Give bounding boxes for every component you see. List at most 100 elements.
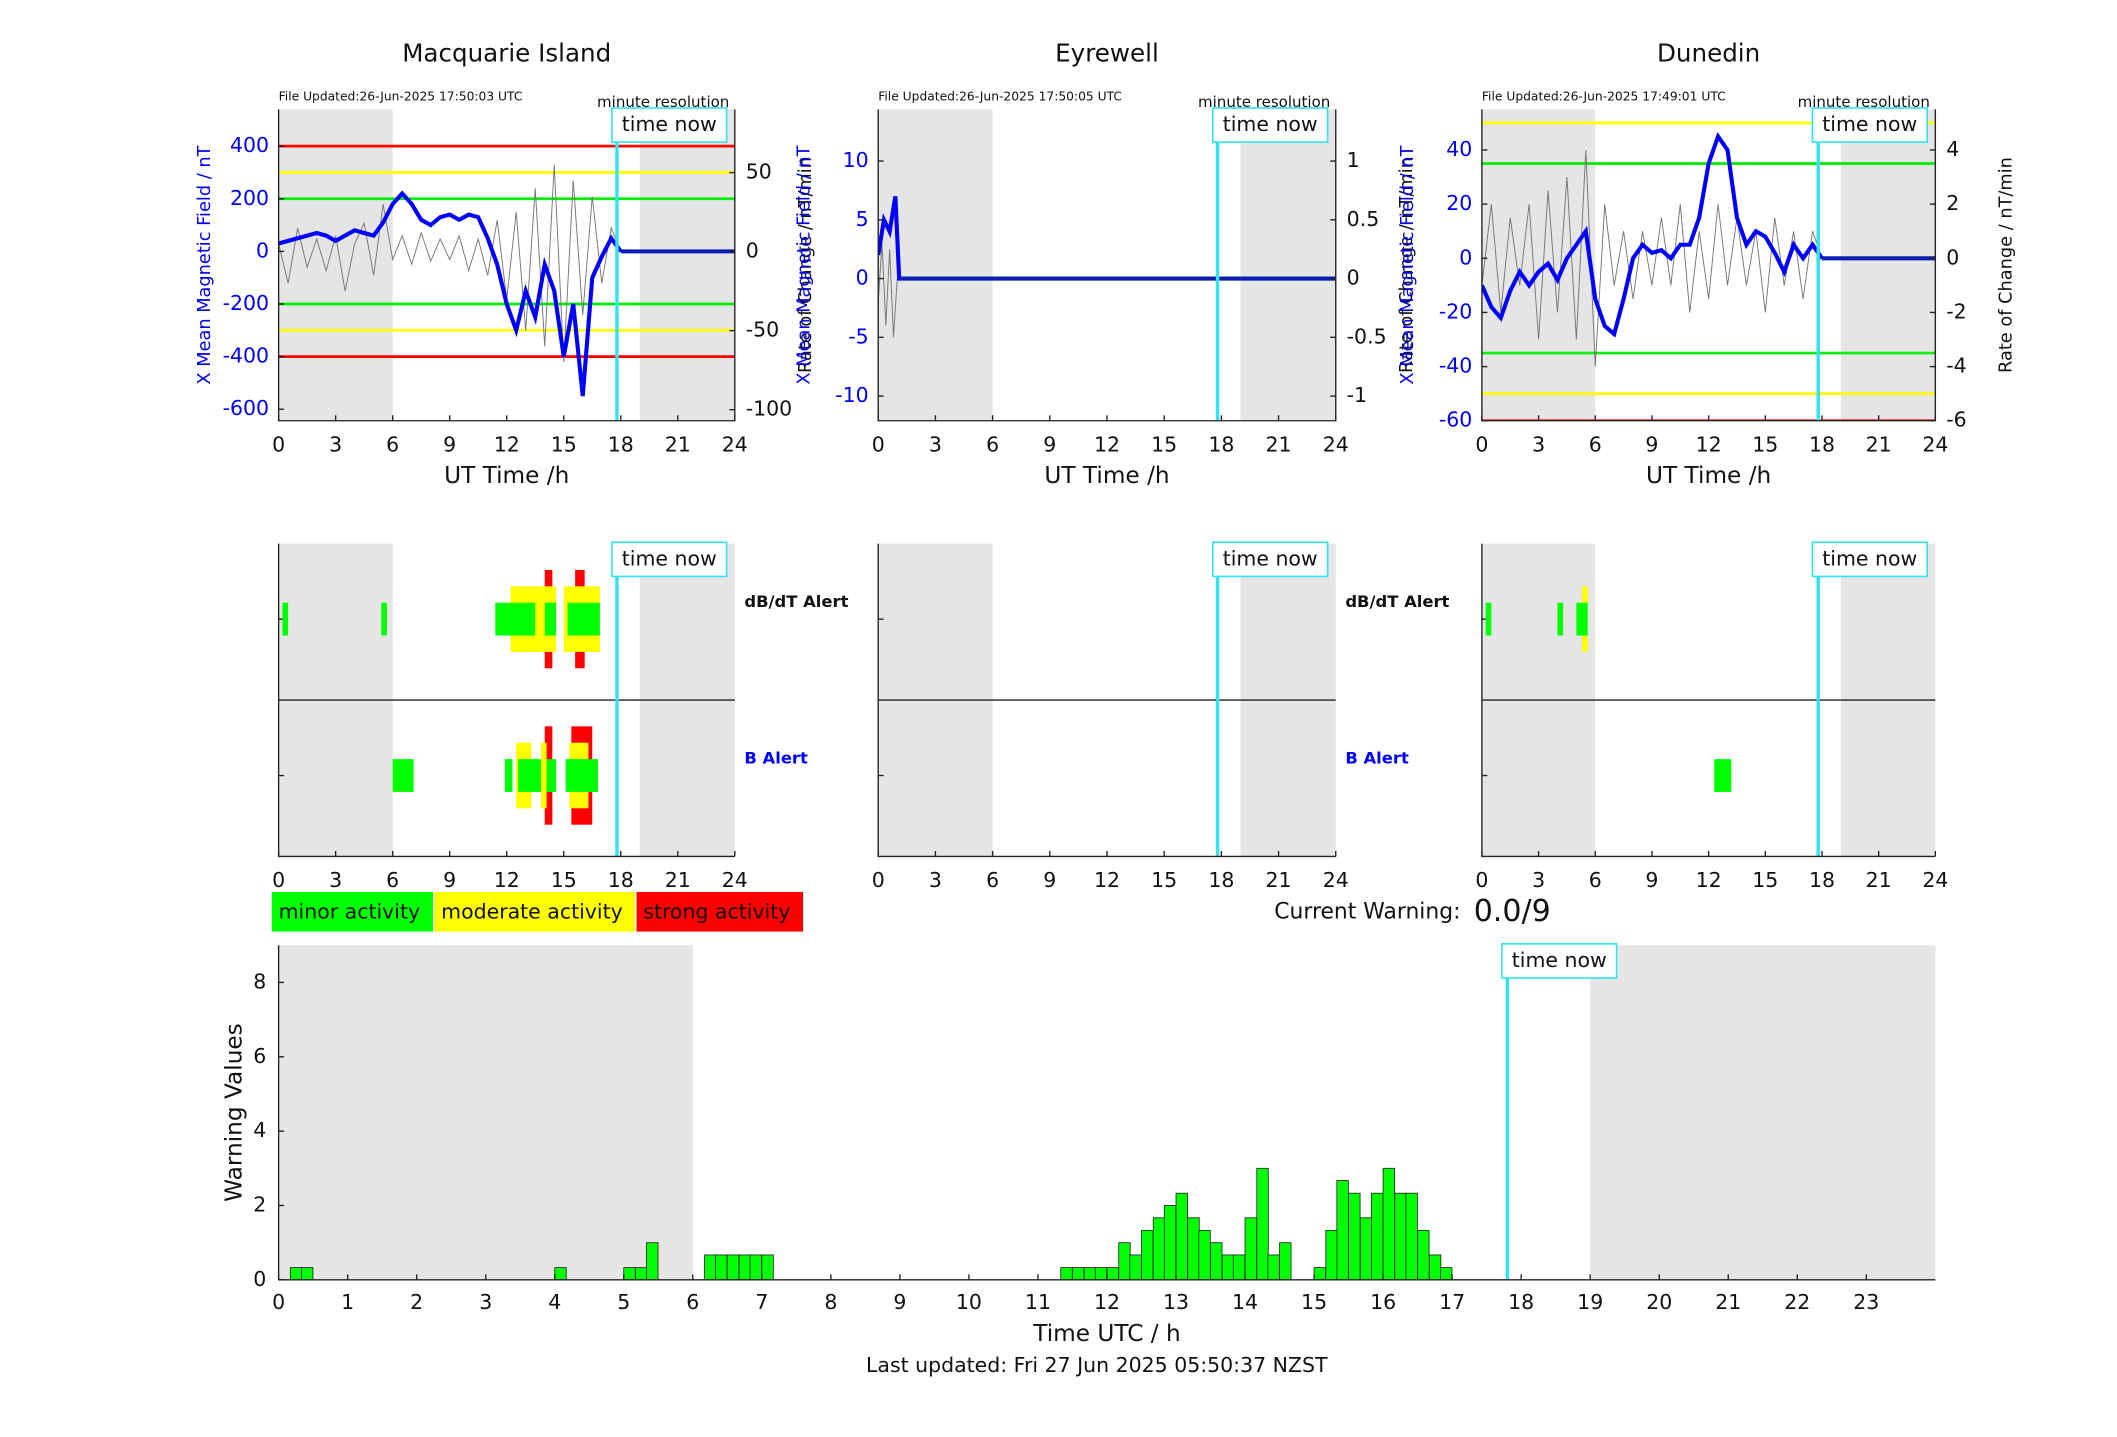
- row-label: dB/dT Alert: [1345, 592, 1449, 611]
- y2-tick-label: 0: [1347, 266, 1360, 290]
- y-tick-label: 0: [1459, 245, 1472, 269]
- x-tick-label: 3: [479, 1290, 492, 1314]
- chart-title: Eyrewell: [1055, 39, 1159, 68]
- x-tick-label: 21: [1715, 1290, 1741, 1314]
- warning-bar: [1094, 1267, 1108, 1281]
- alert-block: [392, 759, 414, 792]
- x-tick-label: 5: [617, 1290, 630, 1314]
- x-tick-label: 0: [272, 868, 285, 892]
- x-tick-label: 21: [1866, 868, 1892, 892]
- resolution-note: minute resolution: [597, 93, 729, 111]
- alert-block: [518, 759, 541, 792]
- x-tick-label: 0: [272, 432, 285, 456]
- status-label: Current Warning:: [1274, 899, 1460, 924]
- x-tick-label: 6: [386, 868, 399, 892]
- warning-bar: [1072, 1267, 1085, 1281]
- warning-bar: [1439, 1267, 1453, 1281]
- night-shade: [1240, 109, 1336, 421]
- x-tick-label: 11: [1025, 1290, 1051, 1314]
- night-shade: [878, 109, 993, 421]
- warning-bar: [1198, 1229, 1211, 1281]
- x-tick-label: 13: [1163, 1290, 1189, 1314]
- x-tick-label: 18: [608, 868, 634, 892]
- y2-tick-label: -2: [1946, 299, 1966, 323]
- x-tick-label: 2: [410, 1290, 423, 1314]
- alert-block: [1714, 759, 1732, 792]
- x-tick-label: 21: [1266, 868, 1292, 892]
- x-tick-label: 15: [1151, 432, 1177, 456]
- x-tick-label: 12: [1696, 432, 1722, 456]
- x-tick-label: 0: [1475, 868, 1488, 892]
- warning-bar: [300, 1267, 314, 1281]
- y-tick-label: 5: [856, 207, 869, 231]
- x-tick-label: 9: [1645, 868, 1658, 892]
- x-tick-label: 9: [443, 868, 456, 892]
- time-now-box: [1501, 943, 1618, 979]
- time-now-label: time now: [622, 546, 717, 570]
- x-tick-label: 15: [1301, 1290, 1327, 1314]
- night-shade: [639, 109, 735, 421]
- y-tick-label: -400: [223, 344, 269, 368]
- x-tick-label: 4: [548, 1290, 561, 1314]
- x-tick-label: 22: [1784, 1290, 1810, 1314]
- y2-tick-label: 50: [746, 160, 772, 184]
- x-axis-label: UT Time /h: [444, 462, 569, 489]
- y-tick-label: 200: [230, 186, 269, 210]
- x-tick-label: 0: [272, 1290, 285, 1314]
- file-updated: File Updated:26-Jun-2025 17:49:01 UTC: [1482, 90, 1726, 104]
- night-shade: [1481, 109, 1596, 421]
- x-tick-label: 14: [1232, 1290, 1258, 1314]
- field-line: [278, 190, 623, 397]
- warning-bar: [554, 1267, 567, 1281]
- legend-label: strong activity: [643, 899, 790, 923]
- field-line: [878, 195, 902, 281]
- x-tick-label: 7: [755, 1290, 768, 1314]
- time-now-label: time now: [1822, 546, 1917, 570]
- y2-tick-label: -50: [746, 318, 779, 342]
- time-now-label: time now: [1223, 546, 1318, 570]
- x-tick-label: 23: [1853, 1290, 1879, 1314]
- x-tick-label: 3: [329, 868, 342, 892]
- warning-bar: [1163, 1205, 1177, 1281]
- warning-bar: [1152, 1217, 1166, 1281]
- y-tick-label: 0: [256, 238, 269, 262]
- warning-bar: [1118, 1242, 1131, 1281]
- time-now-label: time now: [1822, 112, 1917, 136]
- warning-bar: [1187, 1217, 1200, 1281]
- y-tick-label: -10: [835, 383, 868, 407]
- warning-bar: [635, 1267, 648, 1281]
- time-now-label: time now: [1223, 112, 1318, 136]
- x-tick-label: 6: [1589, 432, 1602, 456]
- x-tick-label: 6: [1589, 868, 1602, 892]
- alert-block: [567, 602, 600, 636]
- night-shade: [1840, 109, 1936, 421]
- legend-swatch: [434, 891, 636, 932]
- warning-bar: [1313, 1267, 1326, 1281]
- warning-bar: [715, 1254, 728, 1281]
- y-axis-label: X Mean Magnetic Field / nT: [1398, 145, 1418, 384]
- y2-tick-label: 4: [1946, 137, 1959, 161]
- time-now-label: time now: [1512, 948, 1607, 972]
- y2-axis-label: Rate of Change / nT/min: [796, 157, 816, 373]
- x-tick-label: 18: [1508, 1290, 1534, 1314]
- x-tick-label: 24: [1922, 432, 1948, 456]
- warning-bar: [1232, 1254, 1246, 1281]
- alert-block: [540, 742, 547, 809]
- y2-tick-label: -0.5: [1347, 324, 1387, 348]
- y-axis-label: X Mean Magnetic Field / nT: [195, 145, 215, 384]
- warning-bar: [1060, 1267, 1073, 1281]
- x-tick-label: 24: [1323, 432, 1349, 456]
- x-tick-label: 8: [824, 1290, 837, 1314]
- x-tick-label: 21: [665, 868, 691, 892]
- y-tick-label: 40: [1446, 137, 1472, 161]
- resolution-note: minute resolution: [1198, 93, 1330, 111]
- warning-bar: [1141, 1229, 1154, 1281]
- x-tick-label: 3: [929, 432, 942, 456]
- y2-tick-label: 0.5: [1347, 207, 1380, 231]
- x-tick-label: 24: [1922, 868, 1948, 892]
- x-tick-label: 3: [1532, 868, 1545, 892]
- x-tick-label: 9: [1043, 868, 1056, 892]
- y-tick-label: -600: [223, 396, 269, 420]
- time-now-box: [1811, 107, 1928, 143]
- x-tick-label: 24: [1323, 868, 1349, 892]
